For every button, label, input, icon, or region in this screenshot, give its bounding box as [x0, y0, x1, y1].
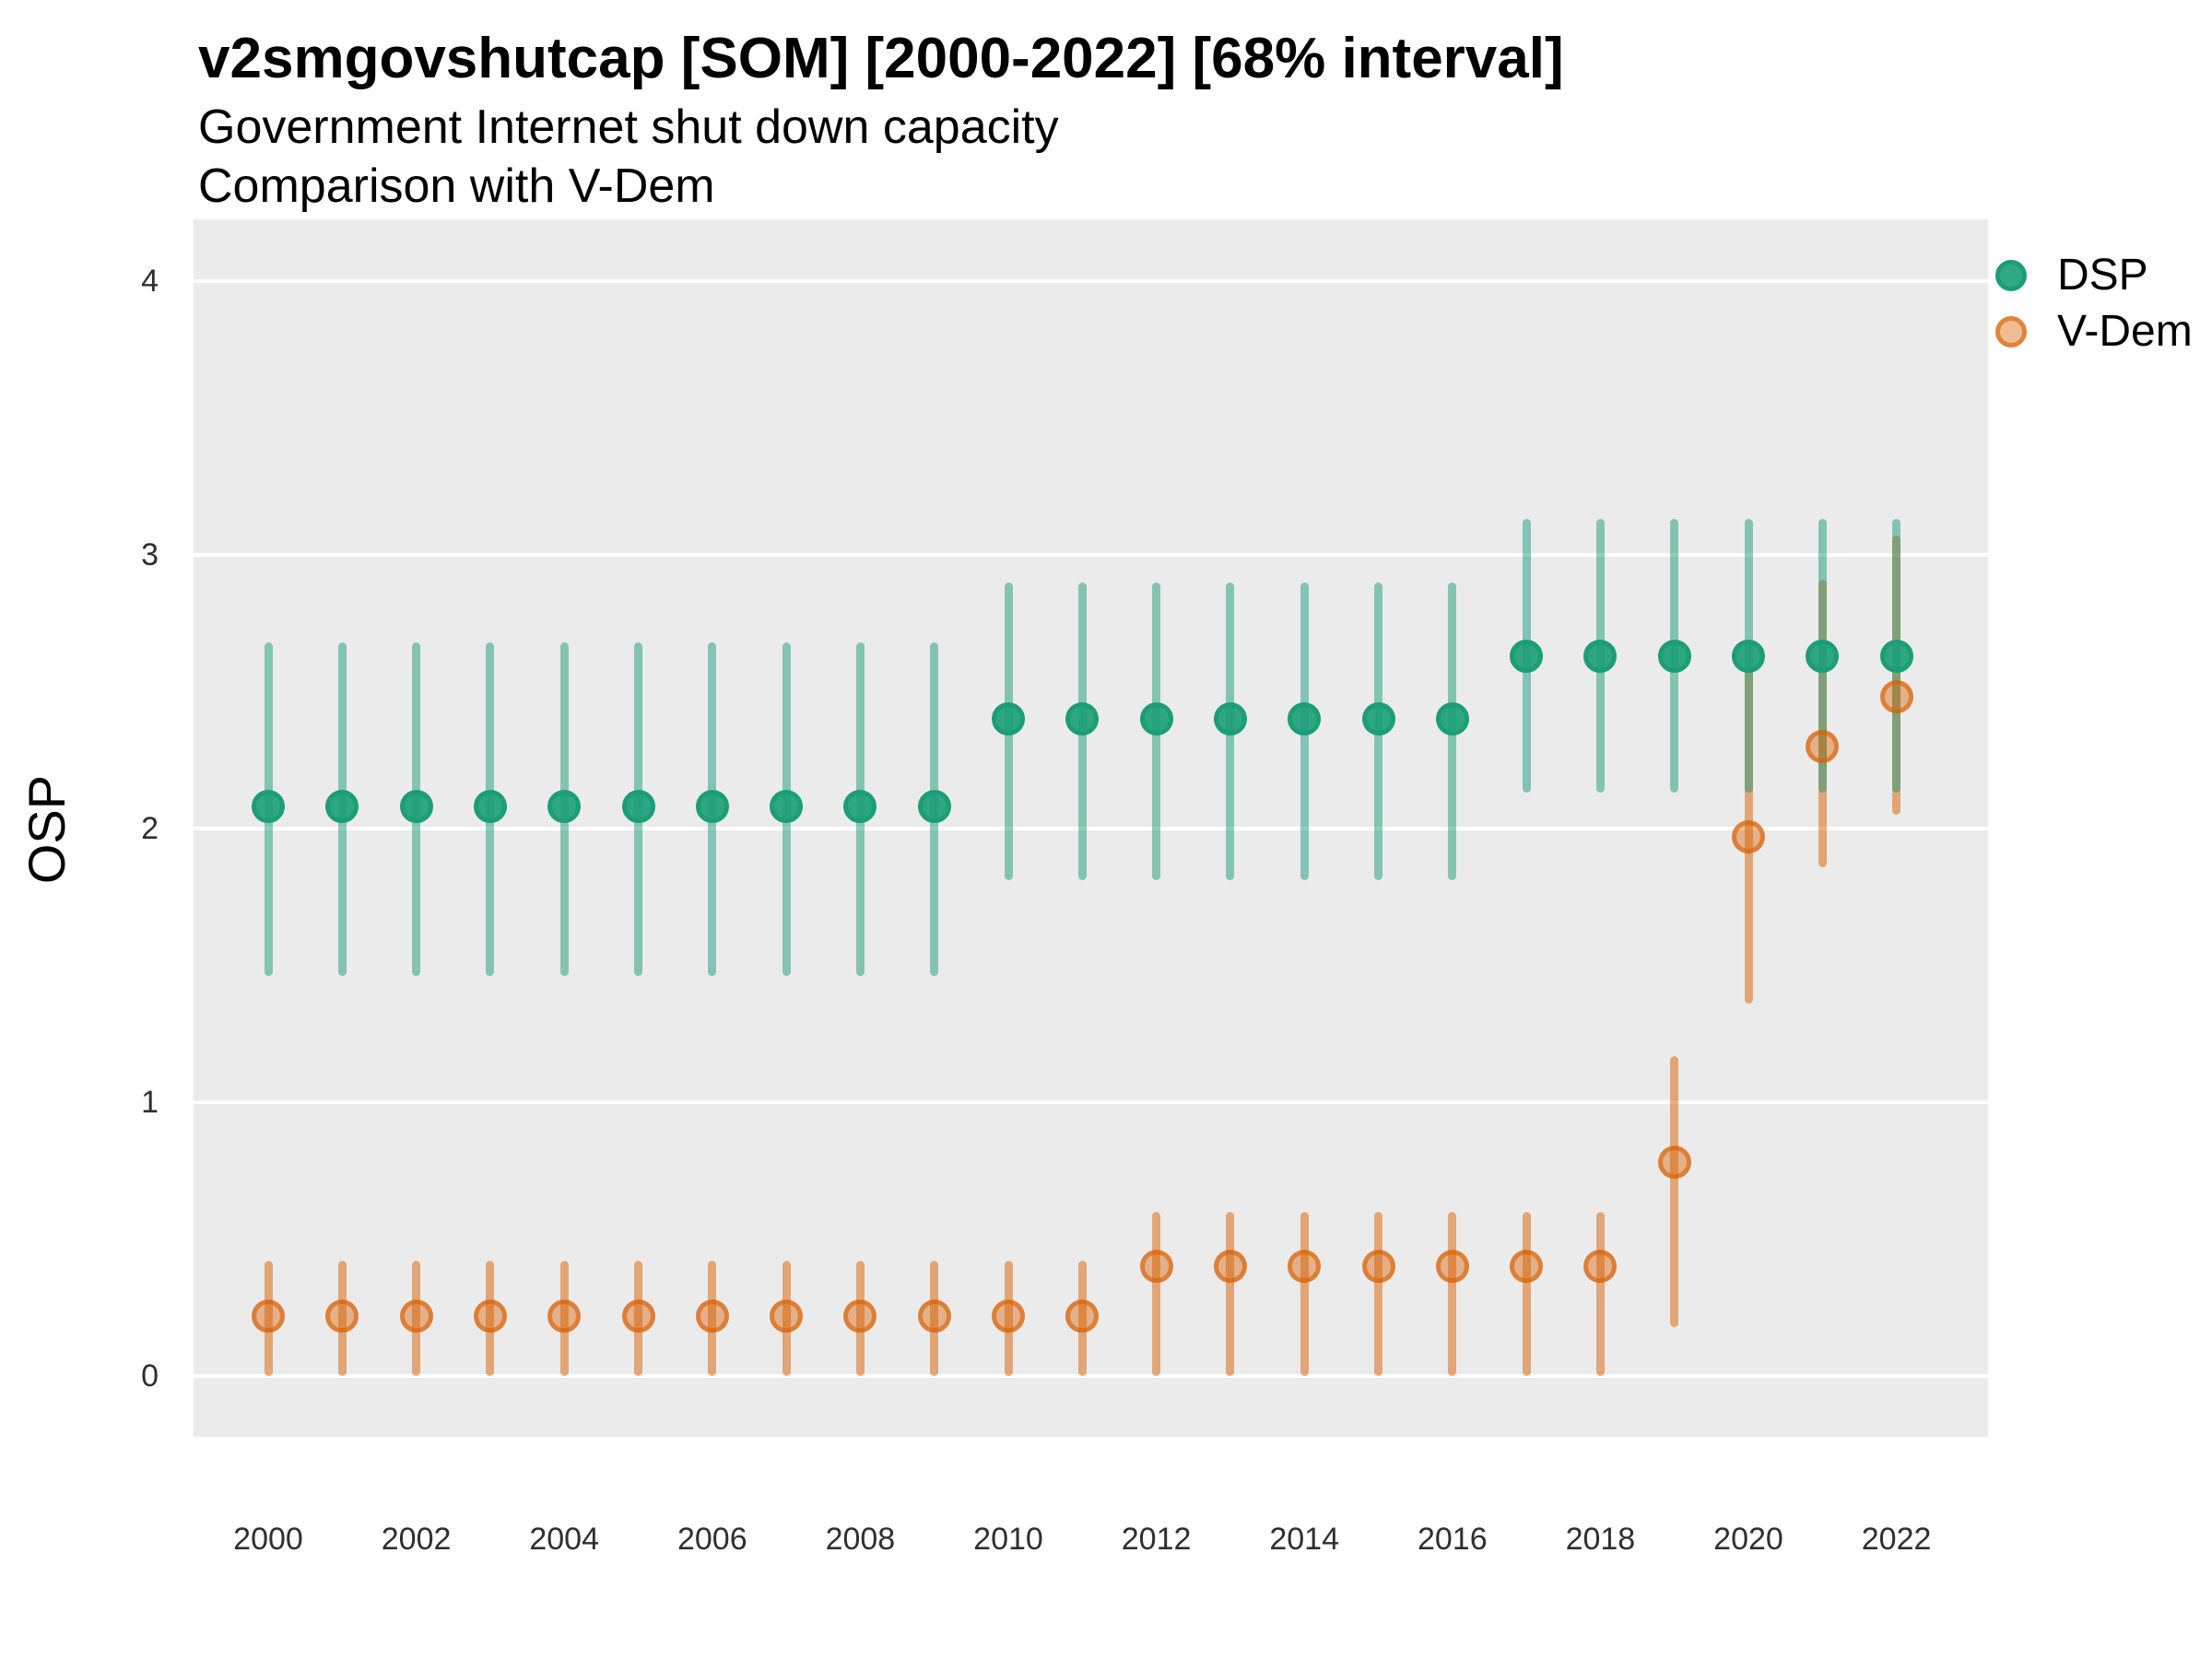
vdem-range-2015 — [1374, 1211, 1382, 1376]
dsp-point-2003 — [473, 790, 507, 824]
dsp-point-2015 — [1361, 702, 1395, 736]
dsp-point-2021 — [1806, 639, 1840, 673]
gridline-y-4 — [194, 279, 1988, 283]
dsp-legend-dot-icon — [1995, 260, 2027, 291]
dsp-point-2013 — [1213, 702, 1247, 736]
gridline-y-3 — [194, 553, 1988, 557]
x-tick-2016: 2016 — [1417, 1522, 1488, 1557]
x-tick-2004: 2004 — [529, 1522, 599, 1557]
dsp-point-2012 — [1139, 702, 1173, 736]
dsp-point-2018 — [1583, 639, 1618, 673]
vdem-point-2021 — [1806, 729, 1840, 763]
y-tick-1: 1 — [141, 1085, 159, 1120]
dsp-point-2017 — [1510, 639, 1544, 673]
y-tick-0: 0 — [141, 1359, 159, 1394]
y-tick-3: 3 — [141, 537, 159, 572]
gridline-y-2 — [194, 827, 1988, 830]
vdem-range-2018 — [1595, 1211, 1605, 1376]
dsp-point-2005 — [621, 790, 655, 824]
x-tick-2006: 2006 — [677, 1522, 747, 1557]
vdem-point-2020 — [1732, 819, 1765, 853]
gridline-y-0 — [194, 1374, 1988, 1378]
vdem-point-2015 — [1361, 1250, 1395, 1284]
vdem-point-2013 — [1213, 1250, 1247, 1284]
dsp-point-2014 — [1288, 702, 1322, 736]
y-tick-4: 4 — [141, 264, 159, 299]
x-tick-2008: 2008 — [825, 1522, 896, 1557]
dsp-point-2001 — [325, 790, 359, 824]
legend-label-vdem: V-Dem — [2057, 307, 2193, 356]
dsp-point-2010 — [992, 702, 1025, 736]
chart-title: v2smgovshutcap [SOM] [2000-2022] [68% in… — [198, 27, 1564, 90]
vdem-point-2011 — [1065, 1299, 1100, 1333]
vdem-point-2019 — [1657, 1146, 1691, 1180]
vdem-point-2008 — [843, 1299, 877, 1333]
x-tick-2014: 2014 — [1269, 1522, 1339, 1557]
x-tick-2018: 2018 — [1565, 1522, 1636, 1557]
dsp-point-2020 — [1732, 639, 1765, 673]
vdem-point-2022 — [1879, 680, 1913, 714]
dsp-point-2022 — [1879, 639, 1913, 673]
vdem-point-2002 — [399, 1299, 433, 1333]
vdem-point-2010 — [992, 1299, 1025, 1333]
vdem-range-2013 — [1226, 1211, 1235, 1376]
dsp-point-2000 — [252, 790, 285, 824]
dsp-point-2002 — [399, 790, 433, 824]
vdem-point-2018 — [1583, 1250, 1618, 1284]
vdem-point-2004 — [547, 1299, 582, 1333]
legend-label-dsp: DSP — [2057, 251, 2148, 300]
vdem-point-2007 — [770, 1299, 804, 1333]
x-tick-2010: 2010 — [973, 1522, 1043, 1557]
vdem-point-2009 — [917, 1299, 951, 1333]
x-tick-2000: 2000 — [233, 1522, 303, 1557]
dsp-point-2016 — [1435, 702, 1469, 736]
vdem-point-2001 — [325, 1299, 359, 1333]
gridline-y-1 — [194, 1100, 1988, 1104]
vdem-point-2012 — [1139, 1250, 1173, 1284]
x-tick-2020: 2020 — [1713, 1522, 1783, 1557]
x-tick-2002: 2002 — [381, 1522, 452, 1557]
vdem-point-2003 — [473, 1299, 507, 1333]
dsp-point-2019 — [1657, 639, 1691, 673]
vdem-range-2017 — [1522, 1211, 1531, 1376]
x-tick-2022: 2022 — [1861, 1522, 1932, 1557]
vdem-point-2000 — [252, 1299, 285, 1333]
vdem-range-2014 — [1300, 1211, 1309, 1376]
x-tick-2012: 2012 — [1121, 1522, 1192, 1557]
vdem-range-2019 — [1670, 1055, 1679, 1327]
vdem-point-2014 — [1288, 1250, 1322, 1284]
chart-subtitle-line2: Comparison with V-Dem — [198, 159, 715, 213]
dsp-point-2011 — [1065, 702, 1100, 736]
dsp-point-2006 — [695, 790, 729, 824]
vdem-point-2005 — [621, 1299, 655, 1333]
vdem-range-2012 — [1152, 1211, 1161, 1376]
vdem-point-2017 — [1510, 1250, 1544, 1284]
vdem-point-2016 — [1435, 1250, 1469, 1284]
vdem-point-2006 — [695, 1299, 729, 1333]
chart-subtitle-line1: Government Internet shut down capacity — [198, 100, 1059, 154]
vdem-range-2016 — [1448, 1211, 1457, 1376]
plot-panel — [194, 219, 1988, 1437]
dsp-point-2004 — [547, 790, 582, 824]
dsp-point-2007 — [770, 790, 804, 824]
y-tick-2: 2 — [141, 811, 159, 846]
vdem-legend-dot-icon — [1995, 316, 2027, 347]
dsp-point-2009 — [917, 790, 951, 824]
dsp-point-2008 — [843, 790, 877, 824]
